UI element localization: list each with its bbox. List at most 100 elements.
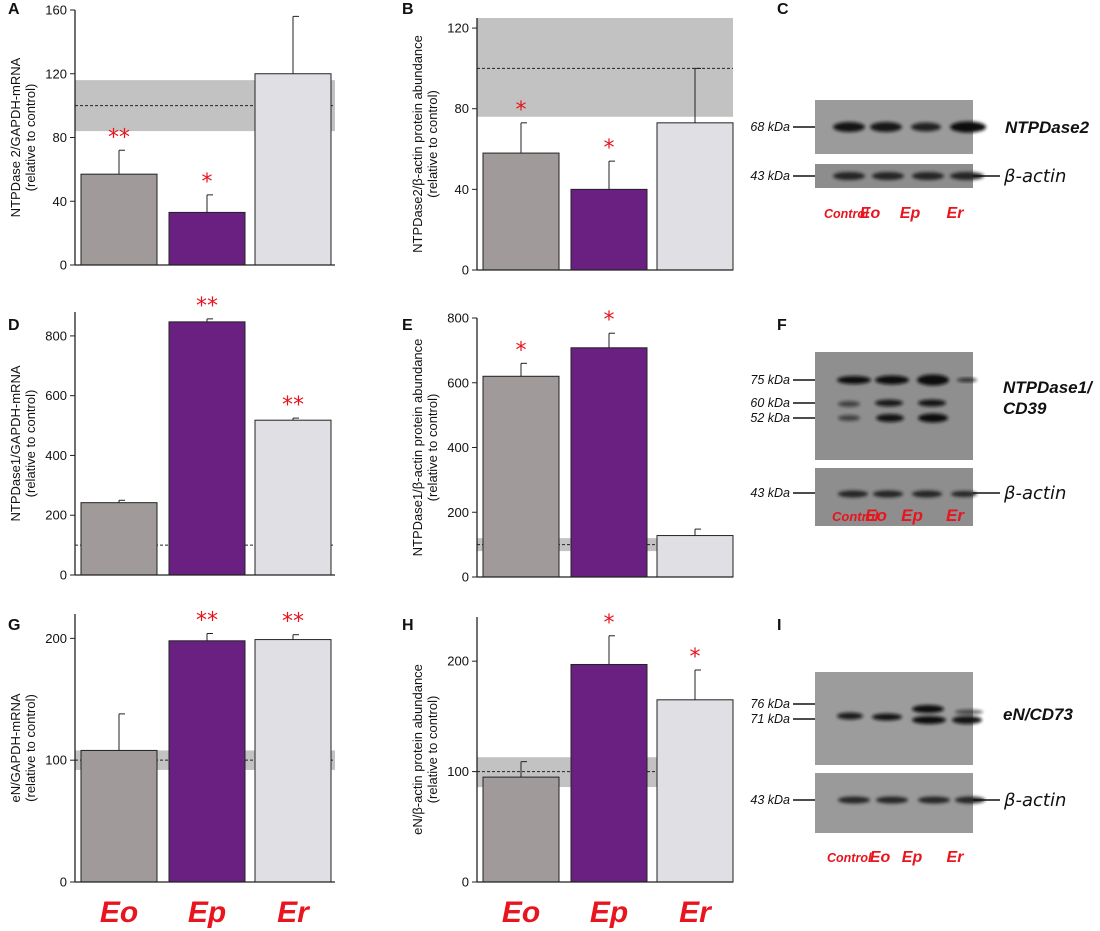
protein-band — [875, 399, 903, 407]
y-axis-label: eN/GAPDH-mRNA — [8, 693, 23, 802]
chart-panel-e: E * * 0 200 400 600 800 NTPDase1/β-actin protein… — [402, 308, 734, 585]
panel-label: D — [8, 317, 20, 334]
bar-ep — [168, 211, 246, 266]
protein-band — [837, 712, 863, 720]
actin-band — [833, 172, 865, 180]
y-tick-label: 600 — [45, 388, 67, 403]
category-label-er: Er — [679, 896, 713, 929]
y-axis-label-sub: (relative to control) — [425, 394, 440, 502]
kda-marker: 60 kDa — [750, 396, 790, 410]
actin-band — [955, 796, 985, 804]
protein-band — [912, 705, 944, 713]
protein-band — [872, 713, 902, 721]
y-tick-label: 0 — [60, 875, 67, 890]
bar-er — [656, 122, 734, 271]
category-label-eo: Eo — [100, 896, 138, 929]
blot-target-name: NTPDase2 — [1005, 118, 1090, 137]
y-tick-label: 0 — [462, 263, 469, 278]
protein-band — [952, 716, 982, 724]
protein-band — [838, 415, 860, 421]
bar-eo — [80, 173, 158, 266]
y-tick-label: 160 — [45, 3, 67, 18]
protein-band — [837, 376, 871, 384]
bar-ep — [168, 321, 246, 576]
kda-marker-loading: 43 kDa — [750, 793, 790, 807]
y-tick-label: 400 — [45, 448, 67, 463]
significance-marker: ** — [282, 393, 304, 418]
bar-er — [656, 699, 734, 883]
y-tick-label: 80 — [53, 130, 67, 145]
y-tick-label: 200 — [45, 508, 67, 523]
actin-band — [912, 490, 942, 498]
kda-marker: 75 kDa — [750, 373, 790, 387]
panel-label: E — [402, 317, 413, 334]
category-label-ep: Ep — [188, 896, 226, 929]
blot-loading-name: β-actin — [1003, 790, 1066, 811]
significance-marker: ** — [196, 294, 218, 319]
y-axis-label-sub: (relative to control) — [23, 390, 38, 498]
lane-label-eo: Eo — [870, 849, 891, 866]
category-label-ep: Ep — [590, 896, 628, 929]
chart-panel-h: H * * 0 100 200 eN/β-actin protein abundance (r… — [402, 611, 734, 890]
chart-panel-b: B * * 0 40 80 120 NTPDase2/β-actin protein abun… — [402, 1, 734, 278]
actin-band — [873, 490, 903, 498]
bar-eo — [80, 749, 158, 883]
protein-band — [875, 375, 909, 385]
y-axis-label-sub: (relative to control) — [23, 694, 38, 802]
actin-band — [838, 796, 870, 804]
significance-marker: * — [202, 170, 213, 195]
y-axis-label-sub: (relative to control) — [425, 90, 440, 198]
y-tick-label: 40 — [455, 182, 469, 197]
y-tick-label: 200 — [45, 631, 67, 646]
y-tick-label: 400 — [447, 440, 469, 455]
actin-band — [872, 172, 904, 180]
significance-marker: * — [604, 136, 615, 161]
kda-marker-loading: 43 kDa — [750, 169, 790, 183]
bar-er — [254, 639, 332, 883]
y-tick-label: 0 — [462, 875, 469, 890]
blot-loading-name: β-actin — [1003, 166, 1066, 187]
lane-label-er: Er — [946, 506, 965, 525]
significance-marker: ** — [196, 608, 218, 633]
significance-marker: * — [516, 338, 527, 363]
y-tick-label: 800 — [447, 311, 469, 326]
significance-marker: * — [516, 98, 527, 123]
lane-label-ep: Ep — [900, 205, 921, 222]
bar-eo — [80, 502, 158, 576]
actin-band — [876, 796, 908, 804]
kda-marker-loading: 43 kDa — [750, 486, 790, 500]
lane-label-eo: Eo — [860, 205, 881, 222]
y-axis-label: NTPDase 2/GAPDH-mRNA — [8, 57, 23, 217]
kda-marker: 76 kDa — [750, 697, 790, 711]
protein-band — [911, 122, 941, 132]
panel-label: B — [402, 1, 414, 18]
y-axis-label-sub: (relative to control) — [23, 84, 38, 192]
bar-eo — [482, 152, 560, 271]
y-tick-label: 120 — [447, 21, 469, 36]
y-tick-label: 200 — [447, 654, 469, 669]
bar-eo — [482, 375, 560, 578]
protein-band — [918, 399, 946, 407]
bar-ep — [570, 347, 648, 578]
kda-marker: 71 kDa — [750, 712, 790, 726]
y-tick-label: 100 — [447, 764, 469, 779]
blot-target-name: eN/CD73 — [1003, 705, 1073, 724]
lane-label-control: Control — [832, 509, 879, 524]
chart-panel-d: D ** ** 0 200 400 600 800 NTPDase1/GAPDH-mRNA (re… — [8, 294, 335, 583]
significance-marker: ** — [282, 610, 304, 635]
lane-label-er: Er — [947, 849, 965, 866]
actin-band — [912, 172, 944, 180]
kda-marker: 52 kDa — [750, 411, 790, 425]
y-tick-label: 0 — [60, 568, 67, 583]
panel-label: G — [8, 617, 20, 634]
actin-band — [918, 796, 950, 804]
protein-band — [957, 378, 977, 382]
actin-band — [838, 490, 868, 498]
protein-band — [870, 122, 902, 132]
actin-band — [951, 491, 977, 497]
protein-band — [833, 122, 865, 132]
